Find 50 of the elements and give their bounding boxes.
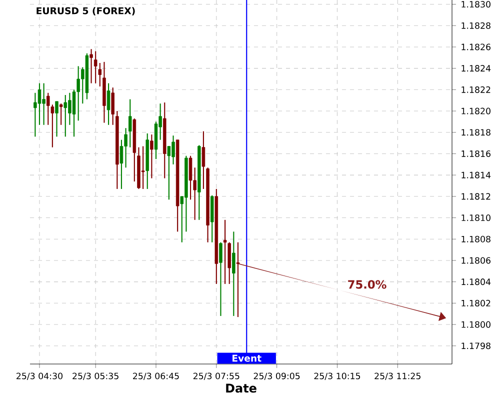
y-tick-label: 1.1818 (462, 129, 490, 136)
candlestick (59, 103, 63, 126)
y-tick-label: 1.1814 (462, 172, 491, 178)
y-tick-label: 1.1816 (462, 150, 490, 157)
candlestick (232, 231, 236, 316)
candlestick (128, 98, 132, 148)
ref-line-label: Event (232, 354, 262, 362)
y-tick-label: 1.1802 (462, 300, 490, 306)
x-tick-label: 25/3 06:45 (133, 372, 179, 380)
candlestick (223, 219, 227, 284)
y-tick-label: 1.1828 (462, 22, 490, 29)
x-tick-label: 25/3 07:55 (193, 372, 240, 380)
x-tick-label: 25/3 05:35 (72, 372, 118, 380)
annotation: 75.0% (348, 280, 386, 289)
candlestick (188, 155, 192, 200)
y-tick-label: 1.1804 (462, 278, 491, 286)
y-tick-label: 1.1808 (462, 236, 490, 242)
x-tick-label: 25/3 09:05 (254, 372, 300, 380)
candlestick (90, 48, 93, 84)
candlestick (236, 242, 240, 318)
y-tick-label: 1.1810 (462, 214, 490, 222)
y-tick-label: 1.1806 (462, 257, 490, 264)
x-tick-label: 25/3 11:25 (374, 372, 420, 380)
x-tick-label: 25/3 10:15 (314, 372, 360, 380)
y-tick-label: 1.1812 (462, 193, 490, 200)
candlestick (64, 94, 68, 138)
candlestick (202, 130, 206, 190)
candlestick (55, 100, 58, 138)
y-tick-label: 1.1830 (462, 1, 490, 8)
candlestick (111, 86, 114, 126)
candlestick (94, 50, 98, 84)
candlestick (150, 134, 154, 179)
candlestick (38, 82, 42, 126)
candlestick (98, 62, 102, 87)
text: EURUSD 5 (FOREX) (36, 7, 135, 16)
x-axis-title: Date (226, 384, 256, 393)
candlestick (219, 242, 222, 316)
candlestick (34, 92, 37, 138)
candlestick (46, 92, 50, 126)
x-tick-label: 25/3 04:30 (16, 372, 62, 380)
candlestick (106, 82, 110, 126)
y-tick-label: 1.1800 (462, 321, 490, 328)
candlestick (141, 146, 145, 190)
y-tick-label: 1.1824 (462, 65, 491, 72)
y-tick-label: 1.1798 (462, 342, 490, 350)
y-tick-label: 1.1822 (462, 86, 490, 93)
candlestick (167, 146, 171, 200)
y-tick-label: 1.1820 (462, 108, 490, 114)
y-tick-label: 1.1826 (462, 44, 490, 50)
candlestick (50, 104, 54, 148)
